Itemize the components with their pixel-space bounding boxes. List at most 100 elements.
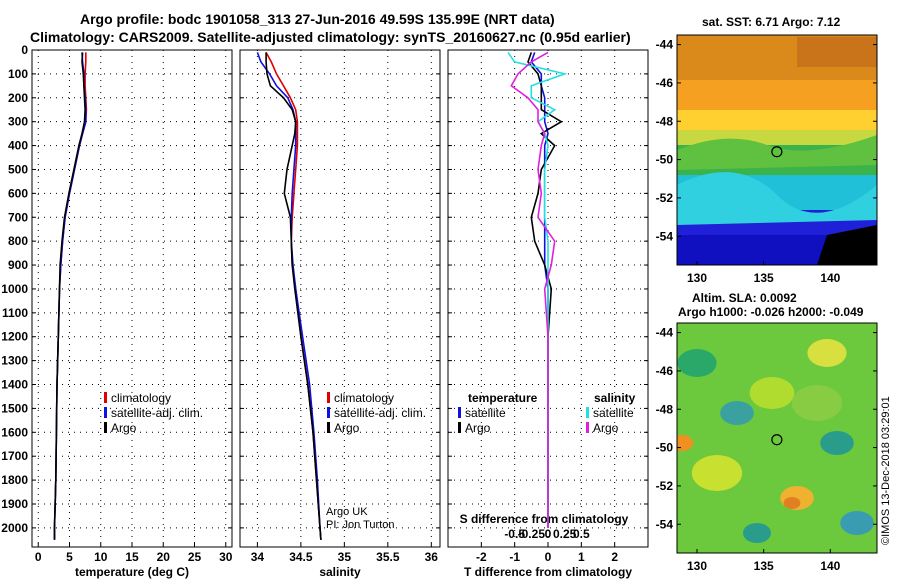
sst-green-patch <box>677 135 877 170</box>
sst-lat-label: -44 <box>656 38 674 52</box>
depth-tick-label: 1500 <box>1 401 28 415</box>
diff-xtick-label: 1 <box>578 550 585 564</box>
sst-lat-label: -48 <box>656 114 674 128</box>
sla-anomaly-blob <box>720 401 754 425</box>
sal-series-argo <box>265 52 322 540</box>
sal-xtick-label: 35 <box>338 550 352 564</box>
diff-xtick-label: -2 <box>476 550 487 564</box>
depth-tick-label: 1200 <box>1 330 28 344</box>
sla-anomaly-blob <box>791 385 843 421</box>
temp-frame <box>31 49 233 548</box>
depth-tick-label: 200 <box>8 91 28 105</box>
sal-frame <box>239 49 441 548</box>
depth-tick-label: 400 <box>8 139 28 153</box>
depth-tick-label: 1600 <box>1 425 28 439</box>
temp-xtick-label: 20 <box>157 550 171 564</box>
diff-secondary-tick-label: 0 <box>545 527 552 541</box>
temp-series-argo <box>53 52 86 540</box>
sal-series-climatology <box>265 52 322 540</box>
sal-series-satellite-adj-clim- <box>256 52 322 540</box>
temp-xtick-label: 10 <box>94 550 108 564</box>
depth-tick-label: 1700 <box>1 449 28 463</box>
diff-xtick-label: 0 <box>545 550 552 564</box>
sst-axes: -44 -46 -48 -50 -52 -54 130 135 140 <box>656 34 878 285</box>
sst-lon-label: 140 <box>820 271 840 285</box>
depth-tick-label: 500 <box>8 162 28 176</box>
sla-lat-label: -44 <box>656 326 674 340</box>
sla-anomaly-blob <box>677 349 717 377</box>
depth-tick-label: 1400 <box>1 378 28 392</box>
sal-xtick-label: 34 <box>251 550 265 564</box>
sst-warm-patch <box>797 37 877 67</box>
sla-lon-label: 130 <box>687 559 707 573</box>
sst-black-patch <box>817 225 877 265</box>
diff-series-salinity-argo <box>510 51 556 528</box>
sla-anomaly-blob <box>743 523 771 543</box>
diff-secondary-tick-label: -0.25 <box>518 527 546 541</box>
temp-xtick-label: 25 <box>188 550 202 564</box>
diff-frame <box>447 49 649 548</box>
depth-tick-label: 0 <box>21 43 28 57</box>
depth-tick-label: 800 <box>8 234 28 248</box>
sla-anomaly-blob <box>783 497 801 509</box>
depth-tick-label: 2000 <box>1 521 28 535</box>
temp-series-group <box>53 52 88 540</box>
sla-float-marker <box>771 434 783 446</box>
sla-lat-label: -46 <box>656 364 674 378</box>
sst-lat-label: -54 <box>656 229 674 243</box>
sla-lon-label: 140 <box>820 559 840 573</box>
temp-xtick-label: 0 <box>35 550 42 564</box>
diff-series-group <box>507 51 568 528</box>
sla-anomaly-blob <box>749 377 795 409</box>
temp-xtick-label: 30 <box>219 550 233 564</box>
page-title-line-1: Argo profile: bodc 1901058_313 27-Jun-20… <box>80 11 555 27</box>
sal-xtick-label: 34.5 <box>289 550 313 564</box>
depth-tick-label: 1800 <box>1 473 28 487</box>
sla-lat-label: -54 <box>656 517 674 531</box>
sst-cyan-patch <box>677 172 877 225</box>
diff-secondary-tick-label: -0.5 <box>504 527 525 541</box>
sal-xtick-label: 36 <box>425 550 439 564</box>
depth-tick-label: 1300 <box>1 354 28 368</box>
sla-anomaly-blob <box>840 511 874 535</box>
diff-xtick-label: -1 <box>509 550 520 564</box>
diff-xtick-label: 2 <box>611 550 618 564</box>
sst-lat-label: -50 <box>656 153 674 167</box>
diff-secondary-tick-label: 0.25 <box>553 527 577 541</box>
sla-lat-label: -50 <box>656 441 674 455</box>
sst-lon-label: 130 <box>687 271 707 285</box>
temp-xtick-label: 5 <box>66 550 73 564</box>
temp-xlabel: temperature (deg C) <box>75 565 189 579</box>
depth-tick-label: 100 <box>8 67 28 81</box>
depth-tick-label: 300 <box>8 115 28 129</box>
sst-map <box>677 35 877 265</box>
sal-xlabel: salinity <box>319 565 361 579</box>
sla-anomaly-blob <box>691 455 743 491</box>
imos-stamp: ©IMOS 13-Dec-2018 03:29:01 <box>880 396 892 545</box>
sst-frame <box>676 34 878 266</box>
sla-anomaly-blob <box>807 339 847 367</box>
depth-tick-label: 1100 <box>2 306 28 320</box>
sla-frame <box>676 322 878 554</box>
sal-series-group <box>256 52 322 540</box>
sla-anomaly-blob <box>677 435 694 451</box>
sst-lat-label: -52 <box>656 191 674 205</box>
depth-tick-label: 700 <box>8 210 28 224</box>
sst-float-marker <box>771 146 783 158</box>
sla-lat-label: -52 <box>656 479 674 493</box>
sal-panel: 34 34.5 35 35.5 36 salinity <box>239 49 441 579</box>
sal-xtick-label: 35.5 <box>376 550 400 564</box>
diff-secondary-label: S difference from climatology <box>460 512 629 526</box>
depth-tick-label: 600 <box>8 186 28 200</box>
diff-panel: -2 -1 0 1 2T difference from climatology S di… <box>447 49 649 579</box>
diff-xlabel: T difference from climatology <box>464 565 632 579</box>
diff-secondary-tick-label: 0.5 <box>573 527 590 541</box>
sst-lat-label: -46 <box>656 76 674 90</box>
temp-panel: 0100200300400500600700800900100011001200… <box>1 43 232 579</box>
depth-tick-label: 1000 <box>1 282 28 296</box>
sst-band <box>677 80 877 110</box>
sst-lon-label: 135 <box>754 271 774 285</box>
sla-lon-label: 135 <box>754 559 774 573</box>
sla-lat-label: -48 <box>656 402 674 416</box>
